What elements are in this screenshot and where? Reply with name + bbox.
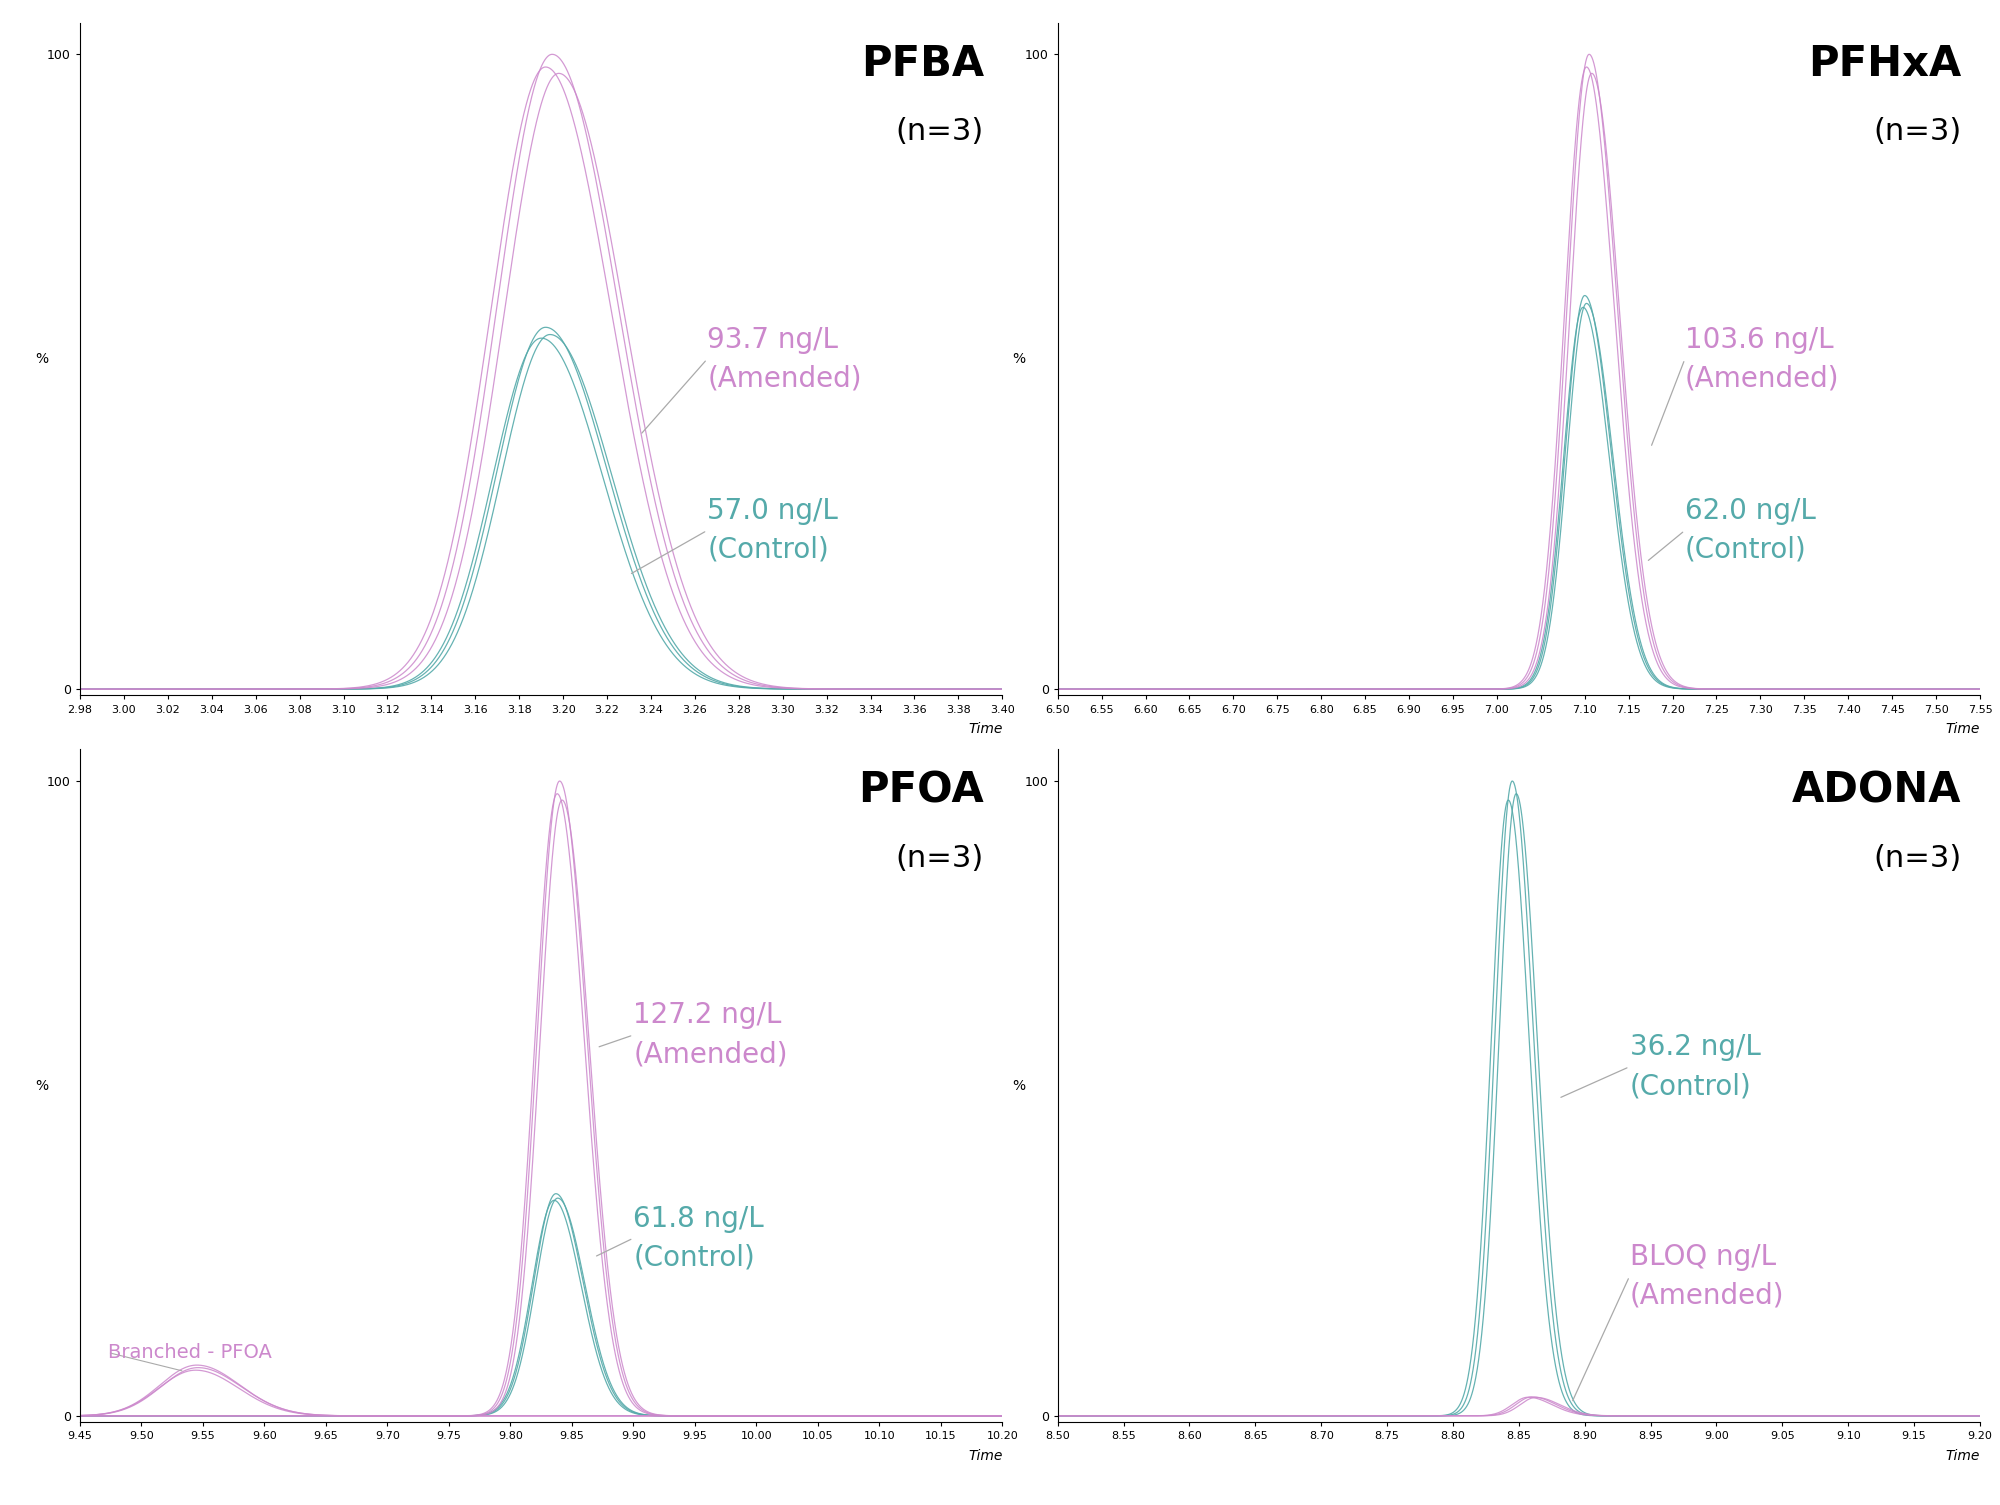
Text: Time: Time bbox=[1946, 722, 1980, 736]
Text: 62.0 ng/L
(Control): 62.0 ng/L (Control) bbox=[1684, 497, 1816, 564]
Text: 57.0 ng/L
(Control): 57.0 ng/L (Control) bbox=[708, 497, 838, 564]
Text: (n=3): (n=3) bbox=[896, 843, 984, 873]
Text: 61.8 ng/L
(Control): 61.8 ng/L (Control) bbox=[634, 1204, 764, 1272]
Text: BLOQ ng/L
(Amended): BLOQ ng/L (Amended) bbox=[1630, 1243, 1784, 1309]
Text: 93.7 ng/L
(Amended): 93.7 ng/L (Amended) bbox=[708, 325, 862, 393]
Y-axis label: %: % bbox=[1012, 1079, 1026, 1093]
Y-axis label: %: % bbox=[1012, 352, 1026, 366]
Text: 103.6 ng/L
(Amended): 103.6 ng/L (Amended) bbox=[1684, 325, 1840, 393]
Text: (n=3): (n=3) bbox=[1874, 843, 1962, 873]
Text: Time: Time bbox=[968, 1449, 1002, 1463]
Y-axis label: %: % bbox=[34, 352, 48, 366]
Y-axis label: %: % bbox=[34, 1079, 48, 1093]
Text: Time: Time bbox=[1946, 1449, 1980, 1463]
Text: Branched - PFOA: Branched - PFOA bbox=[108, 1342, 272, 1362]
Text: PFHxA: PFHxA bbox=[1808, 42, 1962, 84]
Text: (n=3): (n=3) bbox=[1874, 117, 1962, 146]
Text: PFBA: PFBA bbox=[860, 42, 984, 84]
Text: 36.2 ng/L
(Control): 36.2 ng/L (Control) bbox=[1630, 1034, 1760, 1100]
Text: PFOA: PFOA bbox=[858, 769, 984, 811]
Text: (n=3): (n=3) bbox=[896, 117, 984, 146]
Text: ADONA: ADONA bbox=[1792, 769, 1962, 811]
Text: Time: Time bbox=[968, 722, 1002, 736]
Text: 127.2 ng/L
(Amended): 127.2 ng/L (Amended) bbox=[634, 1001, 788, 1069]
